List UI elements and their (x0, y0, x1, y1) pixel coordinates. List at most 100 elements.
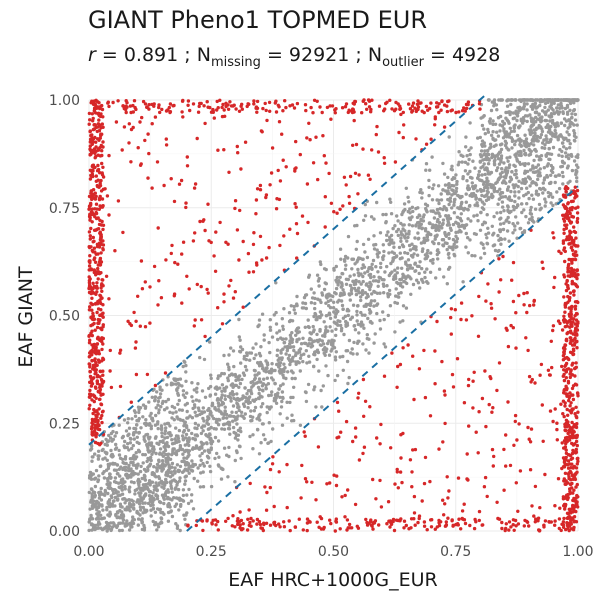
data-point (486, 282, 490, 286)
data-point (420, 499, 424, 503)
data-point (480, 173, 484, 177)
data-point (369, 275, 373, 280)
data-point (412, 494, 417, 499)
data-point (264, 508, 269, 512)
data-point (561, 497, 566, 501)
data-point (425, 267, 429, 271)
data-point (485, 185, 489, 190)
data-point (412, 252, 416, 256)
data-point (293, 202, 297, 206)
data-point (95, 137, 100, 141)
data-point (138, 513, 142, 517)
data-point (476, 451, 480, 455)
data-point (539, 157, 543, 162)
data-point (338, 293, 342, 298)
data-point (393, 330, 397, 334)
data-point (471, 184, 475, 189)
data-point (98, 181, 102, 185)
data-point (478, 198, 483, 202)
data-point (294, 222, 299, 226)
data-point (268, 325, 272, 329)
data-point (355, 319, 359, 323)
data-point (239, 361, 243, 365)
data-point (488, 142, 493, 146)
data-point (292, 308, 296, 312)
data-point (281, 396, 285, 400)
data-point (162, 481, 166, 485)
data-point (181, 240, 186, 244)
data-point (87, 259, 92, 264)
data-point (136, 146, 140, 150)
data-point (97, 244, 101, 248)
data-point (357, 331, 361, 335)
data-point (525, 108, 529, 112)
data-point (185, 164, 190, 168)
data-point (532, 303, 536, 307)
data-point (133, 492, 137, 496)
data-point (95, 425, 99, 429)
data-point (243, 386, 247, 390)
data-point (533, 484, 538, 489)
data-point (566, 270, 570, 274)
data-point (575, 391, 580, 395)
data-point (447, 236, 451, 241)
data-point (468, 175, 473, 180)
data-point (236, 438, 240, 442)
data-point (242, 404, 247, 409)
data-point (520, 231, 525, 235)
data-point (332, 268, 336, 272)
data-point (564, 147, 569, 151)
data-point (156, 525, 161, 529)
data-point (101, 303, 105, 307)
data-point (220, 383, 225, 387)
data-point (396, 219, 400, 223)
data-point (395, 467, 399, 472)
data-point (398, 362, 403, 367)
data-point (195, 136, 199, 141)
data-point (522, 291, 526, 296)
data-point (241, 305, 245, 309)
data-point (559, 106, 563, 110)
data-point (176, 402, 180, 406)
data-point (125, 475, 129, 480)
data-point (573, 206, 578, 210)
data-point (567, 133, 571, 137)
data-point (407, 232, 411, 236)
data-point (282, 307, 286, 311)
data-point (143, 421, 147, 426)
data-point (501, 254, 505, 259)
data-point (353, 262, 357, 266)
data-point (305, 182, 310, 186)
data-point (527, 437, 531, 441)
data-point (361, 147, 365, 151)
data-point (535, 105, 540, 109)
data-point (118, 348, 123, 352)
data-point (549, 339, 553, 343)
data-point (169, 177, 173, 181)
data-point (522, 141, 526, 145)
data-point (329, 341, 334, 345)
data-point (155, 528, 159, 532)
data-point (153, 510, 158, 514)
data-point (526, 190, 530, 195)
data-point (482, 251, 487, 256)
data-point (155, 466, 159, 470)
data-point (479, 149, 484, 153)
data-point (126, 319, 130, 323)
data-point (507, 220, 511, 225)
data-point (200, 451, 204, 456)
data-point (231, 404, 236, 408)
data-point (176, 262, 180, 266)
data-point (491, 119, 495, 123)
data-point (398, 320, 402, 324)
data-point (90, 353, 94, 357)
data-point (243, 140, 248, 144)
data-point (137, 410, 141, 415)
data-point (111, 504, 115, 508)
data-point (511, 111, 515, 115)
data-point (293, 353, 298, 358)
data-point (556, 477, 561, 481)
data-point (203, 121, 207, 126)
data-point (482, 207, 486, 211)
data-point (317, 284, 321, 288)
